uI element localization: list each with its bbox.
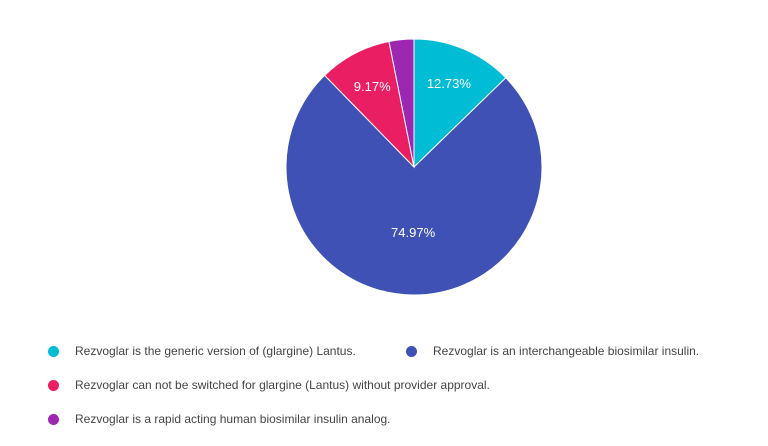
legend-label: Rezvoglar is an interchangeable biosimil… — [433, 344, 700, 358]
legend-marker-cyan — [48, 345, 59, 357]
pie-slice-0[interactable] — [413, 38, 507, 169]
slice-value-label: 74.97% — [391, 225, 436, 240]
slice-value-label: 12.73% — [427, 76, 472, 91]
slice-value-label: 9.17% — [354, 79, 391, 94]
legend-label: Rezvoglar is a rapid acting human biosim… — [75, 412, 391, 426]
pie-slice-3[interactable] — [388, 38, 415, 168]
pie-chart: 12.73% 74.97% 9.17% — [285, 38, 543, 296]
legend-marker-pink — [48, 379, 59, 391]
legend: Rezvoglar is the generic version of (gla… — [48, 344, 748, 446]
legend-label: Rezvoglar can not be switched for glargi… — [75, 378, 490, 392]
legend-item-generic[interactable]: Rezvoglar is the generic version of (gla… — [48, 344, 406, 358]
pie-slice-1[interactable] — [285, 74, 543, 296]
legend-item-interchangeable[interactable]: Rezvoglar is an interchangeable biosimil… — [406, 344, 699, 358]
legend-marker-purple — [48, 413, 59, 425]
legend-item-provider-approval[interactable]: Rezvoglar can not be switched for glargi… — [48, 378, 490, 392]
legend-item-rapid-acting[interactable]: Rezvoglar is a rapid acting human biosim… — [48, 412, 391, 426]
legend-label: Rezvoglar is the generic version of (gla… — [75, 344, 356, 358]
legend-marker-blue — [406, 345, 417, 357]
